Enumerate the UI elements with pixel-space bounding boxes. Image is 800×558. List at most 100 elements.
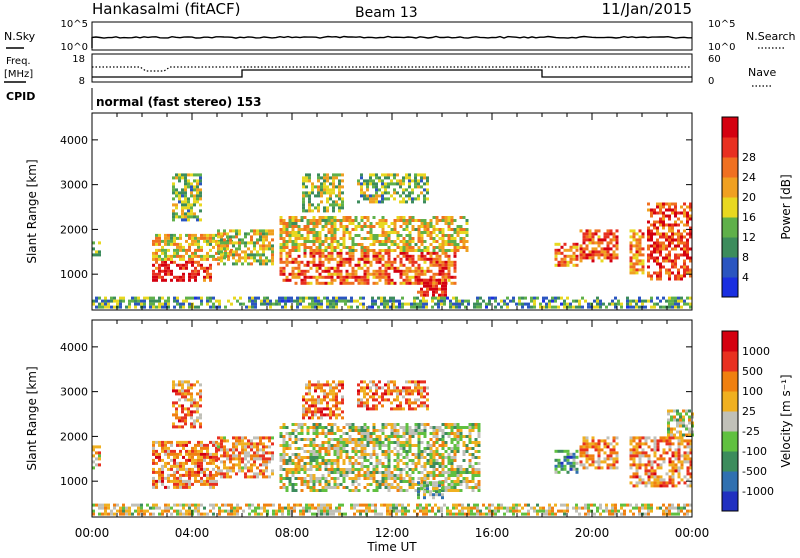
echo-cell (199, 404, 202, 407)
echo-cell (421, 453, 424, 456)
echo-cell (185, 264, 188, 267)
echo-cell (645, 469, 648, 472)
echo-cell (366, 179, 369, 182)
echo-cell (313, 456, 316, 459)
echo-cell (175, 407, 178, 410)
echo-cell (639, 439, 642, 442)
echo-cell (639, 259, 642, 262)
echo-cell (683, 263, 686, 266)
echo-cell (357, 389, 360, 392)
echo-cell (298, 459, 301, 462)
echo-cell (304, 273, 307, 276)
echo-cell (283, 270, 286, 273)
echo-cell (460, 480, 463, 483)
echo-cell (417, 282, 420, 285)
echo-cell (286, 432, 289, 435)
colorbar-segment (722, 197, 738, 218)
echo-cell (304, 240, 307, 243)
echo-cell (292, 243, 295, 246)
echo-cell (424, 249, 427, 252)
echo-cell (672, 436, 675, 439)
echo-cell (440, 297, 443, 300)
echo-cell (393, 173, 396, 176)
echo-cell (403, 246, 406, 249)
echo-cell (271, 244, 274, 247)
echo-cell (310, 474, 313, 477)
echo-cell (382, 432, 385, 435)
echo-cell (667, 410, 670, 413)
echo-cell (598, 466, 601, 469)
echo-cell (379, 438, 382, 441)
echo-cell (657, 484, 660, 487)
echo-cell (604, 238, 607, 241)
echo-cell (280, 219, 283, 222)
echo-cell (394, 465, 397, 468)
echo-cell (472, 465, 475, 468)
echo-cell (322, 426, 325, 429)
echo-cell (283, 231, 286, 234)
echo-cell (320, 185, 323, 188)
echo-cell (366, 188, 369, 191)
echo-cell (488, 300, 491, 303)
echo-cell (322, 264, 325, 267)
echo-cell (657, 463, 660, 466)
echo-cell (671, 212, 674, 215)
echo-cell (385, 471, 388, 474)
echo-cell (427, 249, 430, 252)
echo-cell (426, 291, 429, 294)
echo-cell (629, 306, 632, 309)
echo-cell (396, 389, 399, 392)
echo-cell (197, 471, 200, 474)
echo-cell (289, 255, 292, 258)
echo-cell (155, 252, 158, 255)
echo-cell (403, 432, 406, 435)
echo-cell (596, 297, 599, 300)
echo-cell (561, 450, 564, 453)
echo-cell (244, 448, 247, 451)
echo-cell (361, 252, 364, 255)
echo-cell (116, 303, 119, 306)
echo-cell (592, 250, 595, 253)
echo-cell (403, 279, 406, 282)
echo-cell (232, 436, 235, 439)
echo-cell (292, 273, 295, 276)
echo-cell (687, 445, 690, 448)
echo-cell (194, 279, 197, 282)
echo-cell (176, 237, 179, 240)
echo-cell (158, 249, 161, 252)
echo-cell (254, 303, 257, 306)
echo-cell (332, 188, 335, 191)
echo-cell (430, 219, 433, 222)
echo-cell (430, 432, 433, 435)
echo-cell (636, 454, 639, 457)
echo-cell (599, 300, 602, 303)
echo-cell (319, 255, 322, 258)
echo-cell (424, 219, 427, 222)
echo-cell (369, 200, 372, 203)
echo-cell (650, 257, 653, 260)
echo-cell (527, 303, 530, 306)
echo-cell (379, 471, 382, 474)
echo-cell (337, 243, 340, 246)
echo-cell (338, 179, 341, 182)
echo-cell (304, 246, 307, 249)
echo-cell (337, 228, 340, 231)
echo-cell (668, 206, 671, 209)
echo-cell (232, 454, 235, 457)
echo-cell (466, 234, 469, 237)
echo-cell (232, 229, 235, 232)
echo-cell (454, 489, 457, 492)
echo-cell (286, 243, 289, 246)
echo-cell (616, 253, 619, 256)
echo-cell (322, 216, 325, 219)
echo-cell (310, 468, 313, 471)
echo-cell (341, 297, 344, 300)
echo-cell (217, 244, 220, 247)
echo-cell (319, 261, 322, 264)
echo-cell (194, 447, 197, 450)
echo-cell (397, 444, 400, 447)
echo-cell (406, 279, 409, 282)
echo-cell (199, 383, 202, 386)
echo-cell (164, 240, 167, 243)
echo-cell (662, 212, 665, 215)
